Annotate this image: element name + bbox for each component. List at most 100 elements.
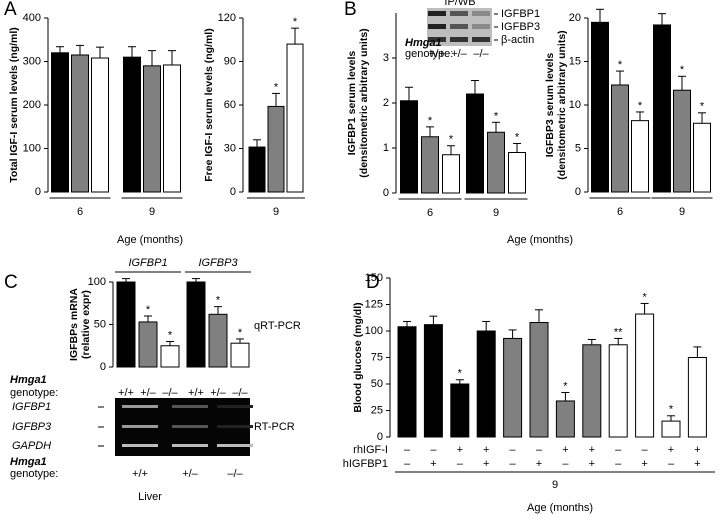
panel-letter: D <box>366 272 380 293</box>
genotype: +/+ <box>118 387 134 399</box>
y-tick-label: 2 <box>383 97 389 109</box>
significance-mark: * <box>146 304 151 316</box>
y-tick-label: 100 <box>88 276 106 288</box>
blot-band <box>450 37 468 42</box>
genotype: –/– <box>473 48 489 60</box>
significance-mark: * <box>168 329 173 341</box>
bar <box>687 357 707 438</box>
blot-band <box>428 37 446 42</box>
x-axis-label: Age (months) <box>117 234 183 246</box>
bar <box>555 400 575 438</box>
condition-value: + <box>641 458 647 470</box>
y-tick-label: 0 <box>35 186 41 198</box>
condition-value: + <box>483 458 489 470</box>
bar <box>611 84 629 193</box>
bar <box>631 120 649 193</box>
bar <box>400 100 418 194</box>
gel-band <box>122 405 158 408</box>
y-tick-label: 0 <box>383 187 389 199</box>
blot-band <box>428 11 446 16</box>
genotype-label: genotype: <box>10 387 58 399</box>
significance-mark: * <box>238 327 243 339</box>
condition-name: hIGFBP1 <box>343 458 388 470</box>
genotype-label: genotype: <box>405 48 453 60</box>
condition-value: – <box>562 458 569 470</box>
tissue-label: Liver <box>138 491 162 503</box>
panel-letter: B <box>344 0 357 20</box>
genotype: +/+ <box>429 48 445 60</box>
bar <box>508 152 526 194</box>
band-label: β-actin <box>501 34 534 46</box>
y-tick-label: 150 <box>365 272 383 284</box>
condition-value: + <box>430 458 436 470</box>
bar <box>653 24 671 193</box>
blot-title: IP/WB <box>444 0 475 8</box>
bar <box>582 344 602 438</box>
significance-mark: * <box>638 100 643 112</box>
x-axis-label: Age (months) <box>507 234 573 246</box>
bar <box>635 313 655 438</box>
condition-value: + <box>589 458 595 470</box>
group-label: 6 <box>617 206 623 218</box>
y-axis-label: Total IGF-I serum levels (ng/ml) <box>8 27 20 183</box>
condition-value: – <box>510 444 517 456</box>
condition-value: – <box>536 444 543 456</box>
y-tick-label: 400 <box>23 12 41 24</box>
y-tick-label: 0 <box>377 431 383 443</box>
significance-mark: * <box>618 59 623 71</box>
genotype: –/– <box>162 387 178 399</box>
gel-band <box>172 444 208 447</box>
group-label: IGFBP3 <box>198 257 238 269</box>
genotype: –/– <box>232 387 248 399</box>
significance-mark: * <box>216 295 221 307</box>
bar <box>163 64 181 193</box>
band-label: IGFBP1 <box>501 8 540 20</box>
blot-band <box>472 24 490 29</box>
bar <box>143 65 161 193</box>
y-tick-label: 10 <box>569 99 581 111</box>
y-tick-label: 15 <box>569 55 581 67</box>
y-tick-label: 200 <box>23 99 41 111</box>
significance-mark: * <box>680 64 685 76</box>
condition-value: – <box>404 444 411 456</box>
significance-mark: * <box>669 404 674 416</box>
method-label: qRT-PCR <box>254 320 301 332</box>
genotype: +/+ <box>132 468 148 480</box>
blot-band <box>450 24 468 29</box>
condition-name: rhIGF-I <box>353 444 388 456</box>
y-tick-label: 0 <box>100 361 106 373</box>
y-tick-label: 75 <box>371 351 383 363</box>
significance-mark: * <box>642 291 647 303</box>
band-label: IGFBP3 <box>12 421 52 433</box>
gel-band <box>217 405 253 408</box>
condition-value: + <box>457 444 463 456</box>
condition-value: + <box>694 444 700 456</box>
method-label: RT-PCR <box>254 421 295 433</box>
blot-band <box>450 11 468 16</box>
panel-letter: A <box>4 0 17 20</box>
y-axis-label: IGFBPs mRNA <box>68 288 80 361</box>
y-tick-label: 20 <box>569 12 581 24</box>
bar <box>267 105 285 193</box>
significance-mark: * <box>458 368 463 380</box>
significance-mark: * <box>428 115 433 127</box>
blot-band <box>472 11 490 16</box>
genotype: +/+ <box>188 387 204 399</box>
gel-band <box>217 444 253 447</box>
gene-label: Hmga1 <box>405 37 442 49</box>
condition-value: – <box>668 458 675 470</box>
bar <box>208 313 228 368</box>
significance-mark: * <box>274 81 279 93</box>
bar <box>116 281 136 368</box>
gel-band <box>122 444 158 447</box>
genotype: +/– <box>182 468 198 480</box>
condition-value: + <box>562 444 568 456</box>
group-label: 9 <box>273 206 279 218</box>
bar <box>160 345 180 368</box>
y-tick-label: 5 <box>575 142 581 154</box>
bar <box>591 21 609 193</box>
band-label: IGFBP3 <box>501 21 540 33</box>
bar <box>503 337 523 438</box>
significance-mark: * <box>449 134 454 146</box>
y-tick-label: 0 <box>575 186 581 198</box>
